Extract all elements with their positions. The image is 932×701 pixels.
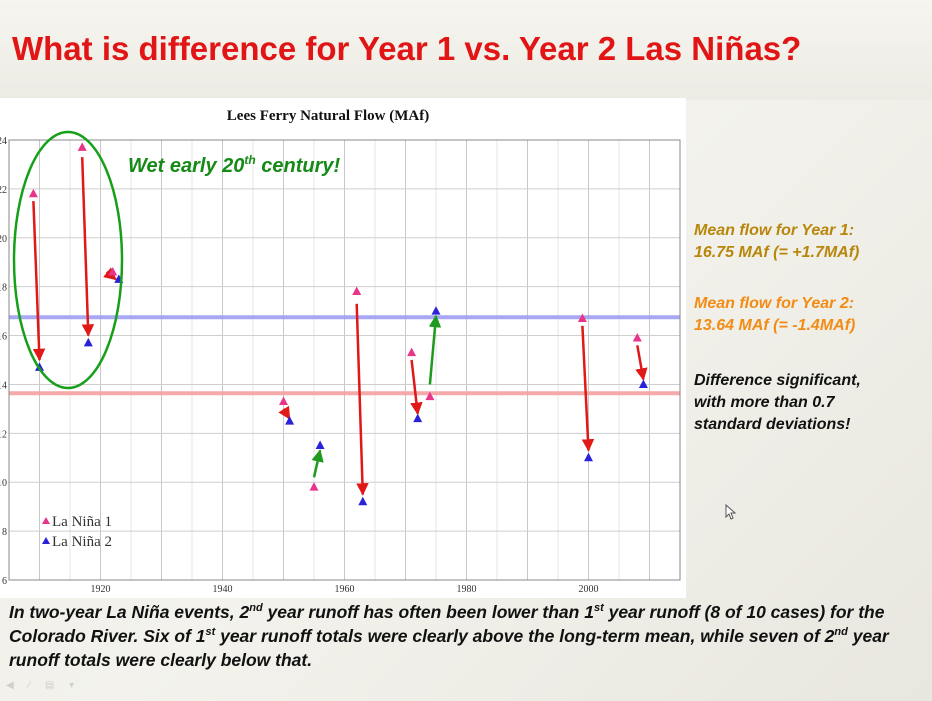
change-arrow-3 xyxy=(103,267,117,281)
point-year2-9 xyxy=(584,452,593,462)
change-arrow-5 xyxy=(311,449,324,478)
y-tick-label-12: 12 xyxy=(0,429,7,440)
grid xyxy=(9,139,680,581)
change-arrow-8 xyxy=(428,314,442,385)
difference-line-3: standard deviations! xyxy=(694,416,851,433)
year2-mean-note: Mean flow for Year 2: 13.64 MAf (= -1.4M… xyxy=(694,293,926,337)
wet-annotation-tail: century! xyxy=(256,155,341,177)
legend-marker-2 xyxy=(42,537,50,544)
summary-part-5: year runoff totals were clearly below th… xyxy=(9,626,889,670)
change-arrow-6 xyxy=(355,303,369,496)
point-year2-4 xyxy=(285,416,295,425)
mouse-cursor-icon xyxy=(725,504,737,520)
early-century-ellipse xyxy=(12,130,124,390)
flow-chart: Lees Ferry Natural Flow (MAf) 6 8 10 12 14 16… xyxy=(0,108,681,595)
point-year1-4 xyxy=(279,396,288,406)
point-year1-1 xyxy=(28,188,38,198)
change-arrows xyxy=(32,157,648,496)
y-tick-label-22: 22 xyxy=(0,185,7,196)
point-year2-6 xyxy=(358,496,368,506)
change-arrow-7 xyxy=(410,359,423,416)
title-banner xyxy=(0,0,932,100)
summary-sup-2: st xyxy=(593,602,604,615)
point-year1-9 xyxy=(577,313,587,322)
difference-note: Difference significant, with more than 0… xyxy=(694,370,926,436)
point-year1-6 xyxy=(352,286,362,296)
x-tick-label-1940: 1940 xyxy=(213,584,233,595)
point-year1-2 xyxy=(77,142,87,151)
point-year1-10 xyxy=(632,333,642,342)
slide-title: What is difference for Year 1 vs. Year 2… xyxy=(12,30,802,67)
wet-annotation: Wet early 20th century! xyxy=(128,153,341,177)
wet-annotation-sup: th xyxy=(244,153,255,167)
x-tick-label-1980: 1980 xyxy=(457,584,477,595)
year1-mean-value: 16.75 MAf (= +1.7MAf) xyxy=(694,244,860,261)
summary-sup-1: nd xyxy=(249,602,263,615)
wet-annotation-main: Wet early 20 xyxy=(128,155,244,177)
point-year2-10 xyxy=(638,379,648,388)
summary-part-3: year runoff (8 of 10 cases) for the Colo… xyxy=(9,602,885,646)
summary-sup-3: st xyxy=(205,626,216,639)
x-tick-label-1920: 1920 xyxy=(91,584,111,595)
legend-label-1: La Niña 1 xyxy=(52,514,112,530)
point-year1-8 xyxy=(425,391,435,401)
point-year2-2 xyxy=(83,337,93,347)
change-arrow-2 xyxy=(80,157,95,337)
summary-part-4: year runoff totals were clearly above th… xyxy=(215,626,835,646)
year1-mean-label: Mean flow for Year 1: xyxy=(694,222,855,239)
y-tick-label-18: 18 xyxy=(0,283,7,294)
y-tick-label-10: 10 xyxy=(0,478,7,489)
x-tick-label-1960: 1960 xyxy=(335,584,355,595)
year1-mean-note: Mean flow for Year 1: 16.75 MAf (= +1.7M… xyxy=(694,220,926,264)
year2-mean-value: 13.64 MAf (= -1.4MAf) xyxy=(694,317,856,334)
point-year2-8 xyxy=(431,306,441,315)
summary-text: In two-year La Niña events, 2nd year run… xyxy=(9,600,927,672)
y-tick-label-14: 14 xyxy=(0,380,7,391)
axes: 6 8 10 12 14 16 18 20 22 24 1920 1940 1960 1980 2000 xyxy=(0,136,681,595)
year2-mean-label: Mean flow for Year 2: xyxy=(694,295,855,312)
y-tick-label-20: 20 xyxy=(0,234,7,245)
y-tick-label-24: 24 xyxy=(0,136,7,147)
summary-sup-4: nd xyxy=(834,626,848,639)
change-arrow-10 xyxy=(635,345,648,381)
data-points xyxy=(28,142,648,506)
x-tick-label-2000: 2000 xyxy=(579,584,599,595)
change-arrow-9 xyxy=(581,325,595,452)
slide-nav-controls[interactable]: ◀ ∕ ▤ ▾ xyxy=(6,680,81,691)
legend-label-2: La Niña 2 xyxy=(52,534,112,550)
chart-title: Lees Ferry Natural Flow (MAf) xyxy=(227,108,429,124)
change-arrow-1 xyxy=(32,201,46,362)
point-year2-7 xyxy=(413,413,423,423)
summary-part-1: In two-year La Niña events, 2 xyxy=(9,602,250,622)
summary-part-2: year runoff has often been lower than 1 xyxy=(262,602,594,622)
plot-frame xyxy=(8,139,681,581)
chart-panel xyxy=(0,98,686,598)
mean-lines xyxy=(9,315,680,396)
change-arrow-4 xyxy=(278,405,291,420)
y-tick-label-16: 16 xyxy=(0,332,7,343)
difference-line-2: with more than 0.7 xyxy=(694,394,835,411)
legend: La Niña 1 La Niña 2 xyxy=(42,514,112,550)
y-tick-label-6: 6 xyxy=(2,576,7,587)
legend-marker-1 xyxy=(42,517,50,524)
y-tick-label-8: 8 xyxy=(2,527,7,538)
point-year1-7 xyxy=(407,347,417,357)
difference-line-1: Difference significant, xyxy=(694,372,861,389)
point-year1-3 xyxy=(108,267,118,276)
point-year1-5 xyxy=(309,482,319,491)
point-year2-5 xyxy=(315,440,325,450)
